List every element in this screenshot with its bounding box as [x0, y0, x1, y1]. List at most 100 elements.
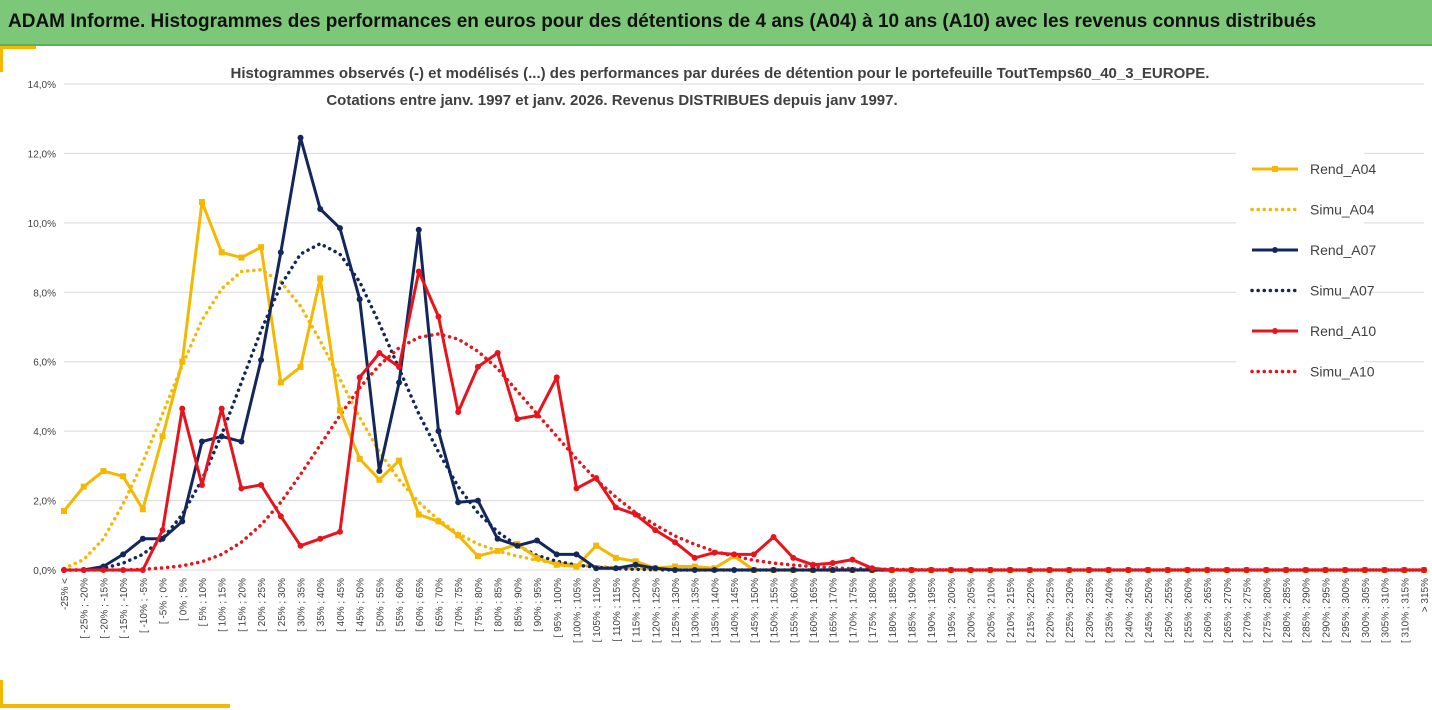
data-point — [612, 554, 619, 561]
data-point — [612, 504, 619, 511]
x-axis-ticks: -25% < [ -25% ; -20% [ -20% ; -15% [ -15% ;… — [60, 578, 1431, 643]
data-point — [336, 407, 343, 414]
data-point — [474, 363, 481, 370]
data-point — [494, 547, 501, 554]
accent-corner-top — [0, 46, 36, 49]
data-point — [100, 567, 107, 573]
x-tick-label: [ 0% ; 5% — [178, 578, 189, 621]
x-tick-label: [ 70% ; 75% — [454, 578, 465, 632]
data-point — [829, 567, 836, 573]
data-point — [455, 409, 462, 416]
x-tick-label: [ 165% ; 170% — [829, 578, 840, 643]
data-point — [435, 428, 442, 435]
data-point — [139, 535, 146, 542]
data-point — [238, 254, 245, 261]
x-tick-label: [ 5% ; 10% — [198, 578, 209, 626]
data-point — [474, 497, 481, 504]
data-point — [356, 296, 363, 303]
data-point — [455, 532, 462, 539]
data-point — [711, 549, 718, 556]
header-bar: ADAM Informe. Histogrammes des performan… — [0, 0, 1432, 46]
data-point — [593, 475, 600, 482]
data-point — [218, 249, 225, 256]
data-point — [790, 567, 797, 573]
data-point — [297, 542, 304, 549]
data-point — [632, 558, 639, 565]
legend-label: Simu_A04 — [1310, 202, 1375, 218]
data-point — [179, 518, 186, 525]
x-tick-label: [ 60% ; 65% — [415, 578, 426, 632]
x-tick-label: [ -25% ; -20% — [80, 578, 91, 639]
data-point — [672, 539, 679, 546]
data-point — [1204, 567, 1211, 573]
x-tick-label: [ 135% ; 140% — [710, 578, 721, 643]
series-line — [62, 200, 1424, 572]
data-point — [928, 567, 935, 573]
data-point — [1302, 567, 1309, 573]
data-point — [514, 415, 521, 422]
x-tick-label: [ 65% ; 70% — [434, 578, 445, 632]
x-tick-label: [ 285% ; 290% — [1302, 578, 1313, 643]
data-point — [474, 553, 481, 560]
data-point — [514, 542, 521, 549]
x-tick-label: [ 45% ; 50% — [356, 578, 367, 632]
data-point — [553, 374, 560, 381]
y-tick-label: 4,0% — [33, 427, 56, 438]
data-point — [731, 551, 738, 558]
y-tick-label: 12,0% — [28, 149, 56, 160]
data-point — [829, 560, 836, 567]
data-point — [770, 534, 777, 541]
x-tick-label: [ 180% ; 185% — [888, 578, 899, 643]
data-point — [494, 535, 501, 542]
data-point — [120, 567, 127, 573]
x-tick-label: [ 210% ; 215% — [1006, 578, 1017, 643]
x-tick-label: [ 185% ; 190% — [908, 578, 919, 643]
data-point — [120, 551, 127, 558]
x-tick-label: -25% < — [60, 578, 71, 610]
data-point — [396, 379, 403, 386]
data-point — [218, 405, 225, 412]
data-point — [198, 199, 205, 206]
y-tick-label: 14,0% — [28, 80, 56, 91]
data-point — [691, 567, 698, 573]
series-rend-a04 — [61, 199, 1427, 573]
x-tick-label: [ 40% ; 45% — [336, 578, 347, 632]
data-point — [1263, 567, 1270, 573]
x-tick-label: [ 305% ; 310% — [1381, 578, 1392, 643]
x-tick-label: [ 150% ; 155% — [770, 578, 781, 643]
x-tick-label: [ 265% ; 270% — [1223, 578, 1234, 643]
histogram-chart: Histogrammes observés (-) et modélisés (… — [28, 65, 1431, 643]
x-tick-label: [ -20% ; -15% — [99, 578, 110, 639]
data-point — [494, 350, 501, 357]
data-point — [731, 567, 738, 573]
data-point — [415, 226, 422, 233]
data-point — [336, 528, 343, 535]
data-point — [593, 542, 600, 549]
y-tick-label: 8,0% — [33, 288, 56, 299]
series-line — [64, 270, 1424, 572]
data-point — [415, 511, 422, 518]
data-point — [277, 249, 284, 256]
x-tick-label: [ 275% ; 280% — [1262, 578, 1273, 643]
data-point — [198, 481, 205, 488]
x-tick-label: [ 255% ; 260% — [1183, 578, 1194, 643]
data-point — [849, 556, 856, 563]
legend-marker — [1272, 247, 1278, 253]
data-point — [711, 567, 718, 573]
data-point — [534, 412, 541, 419]
accent-corner-bottom-vertical — [0, 680, 3, 708]
x-tick-label: [ 15% ; 20% — [237, 578, 248, 632]
data-point — [238, 438, 245, 445]
y-axis-ticks: 0,0% 2,0% 4,0% 6,0% 8,0% 10,0% 12,0% 14,0% — [28, 80, 56, 577]
x-tick-label: [ 260% ; 265% — [1203, 578, 1214, 643]
data-point — [297, 363, 304, 370]
data-point — [691, 563, 698, 570]
legend-label: Rend_A04 — [1310, 161, 1376, 177]
data-point — [198, 438, 205, 445]
data-point — [888, 567, 895, 573]
data-point — [1283, 567, 1290, 573]
data-point — [1421, 567, 1427, 573]
x-tick-label: [ 220% ; 225% — [1046, 578, 1057, 643]
x-tick-label: [ 195% ; 200% — [947, 578, 958, 643]
accent-corner-bottom — [0, 704, 230, 708]
